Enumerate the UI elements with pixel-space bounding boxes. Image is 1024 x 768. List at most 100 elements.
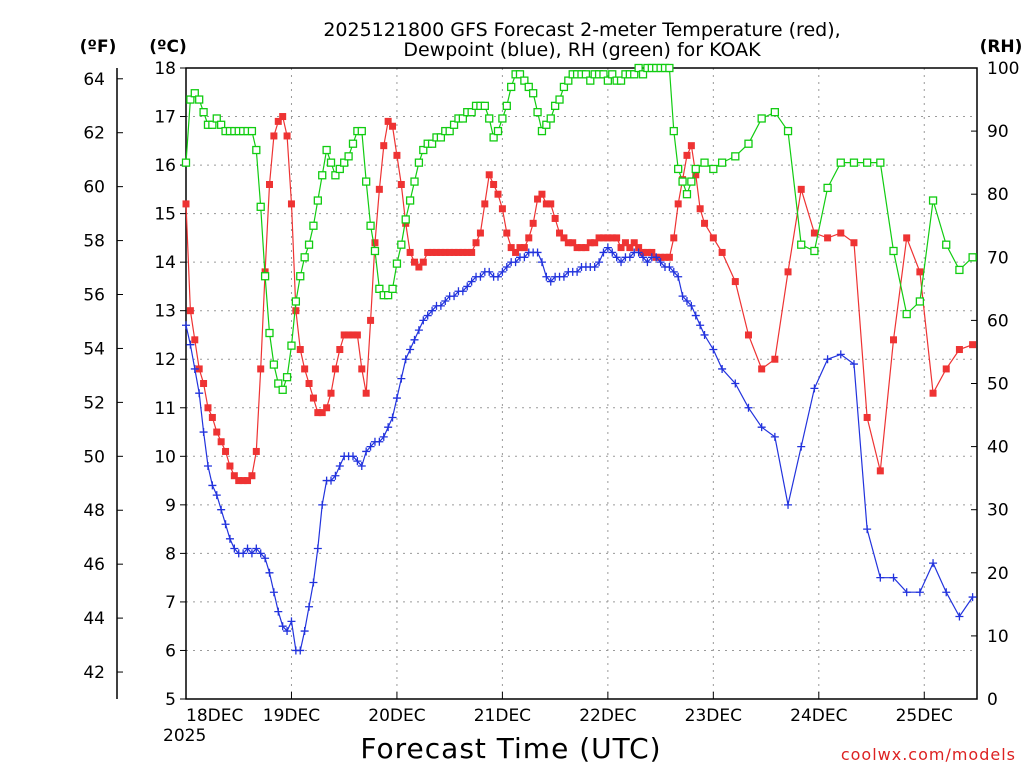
dewpoint-point xyxy=(331,471,340,480)
dewpoint-point xyxy=(678,292,687,301)
relative-humidity-point xyxy=(700,158,709,167)
dewpoint-point xyxy=(212,491,221,500)
relative-humidity-point xyxy=(467,108,476,117)
temperature-point xyxy=(454,248,462,256)
dewpoint-point xyxy=(929,559,938,568)
temperature-point xyxy=(331,365,339,373)
dewpoint-point xyxy=(797,442,806,451)
rh-tick-label: 60 xyxy=(987,311,1009,331)
celsius-tick-label: 12 xyxy=(154,350,176,370)
temperature-point xyxy=(744,331,752,339)
series-layer xyxy=(181,63,977,655)
x-tick-label: 21DEC xyxy=(474,706,531,726)
rh-tick-label: 90 xyxy=(987,122,1009,142)
relative-humidity-point xyxy=(181,158,191,167)
x-tick-label: 24DEC xyxy=(790,706,847,726)
temperature-point xyxy=(626,244,634,252)
temperature-point xyxy=(648,248,656,256)
dewpoint-point xyxy=(348,452,357,461)
dewpoint-point xyxy=(757,423,766,432)
relative-humidity-point xyxy=(405,196,415,205)
dewpoint-point xyxy=(863,525,872,534)
temperature-point xyxy=(283,132,291,140)
celsius-tick-label: 16 xyxy=(154,156,176,176)
x-tick-sublabel: 2025 xyxy=(163,726,206,746)
fahrenheit-tick-label: 64 xyxy=(83,70,105,90)
dewpoint-point xyxy=(915,588,924,597)
temperature-point xyxy=(621,239,629,247)
relative-humidity-point xyxy=(810,246,819,256)
celsius-tick-label: 10 xyxy=(154,447,176,467)
fahrenheit-tick-label: 54 xyxy=(83,339,105,359)
relative-humidity-point xyxy=(955,265,964,275)
temperature-point xyxy=(674,200,682,208)
x-tick-label: 19DEC xyxy=(263,706,320,726)
dewpoint-point xyxy=(256,549,265,558)
temperature-point xyxy=(318,409,326,417)
temperature-point xyxy=(406,248,414,256)
dewpoint-point xyxy=(190,364,199,373)
relative-humidity-point xyxy=(186,95,195,104)
temperature-point xyxy=(459,248,467,256)
relative-humidity-point xyxy=(357,126,366,136)
credit-text: coolwx.com/models xyxy=(841,745,1016,764)
fahrenheit-tick-label: 42 xyxy=(83,663,105,683)
dewpoint-point xyxy=(709,345,718,354)
temperature-point xyxy=(569,239,577,247)
temperature-point xyxy=(419,258,427,266)
dewpoint-point xyxy=(366,442,375,451)
relative-humidity-point xyxy=(674,164,683,174)
rh-tick-label: 20 xyxy=(987,564,1009,584)
relative-humidity-point xyxy=(529,89,538,98)
relative-humidity-point xyxy=(269,360,279,369)
dewpoint-point xyxy=(836,350,845,359)
temperature-point xyxy=(182,200,190,208)
dewpoint-point xyxy=(274,607,283,616)
celsius-tick-label: 15 xyxy=(154,205,176,225)
temperature-point xyxy=(608,234,616,242)
dewpoint-point xyxy=(533,248,542,257)
dewpoint-line xyxy=(185,246,974,652)
temperature-point xyxy=(916,268,924,276)
dewpoint-point xyxy=(283,627,292,636)
relative-humidity-point xyxy=(731,152,740,161)
celsius-tick-label: 8 xyxy=(165,544,176,564)
temperature-point xyxy=(890,336,898,344)
dewpoint-point xyxy=(392,394,401,403)
temperature-point xyxy=(358,365,366,373)
temperature-point xyxy=(538,190,546,198)
temperature-point xyxy=(389,122,397,130)
relative-humidity-point xyxy=(524,82,533,92)
temperature-point xyxy=(512,248,520,256)
relative-humidity-point xyxy=(199,108,208,117)
relative-humidity-point xyxy=(849,158,859,167)
relative-humidity-point xyxy=(392,259,402,268)
relative-humidity-point xyxy=(836,158,845,167)
temperature-point xyxy=(731,278,739,286)
temperature-point xyxy=(476,229,484,237)
dewpoint-point xyxy=(428,306,437,315)
temperature-point xyxy=(292,307,300,315)
dewpoint-point xyxy=(423,311,432,320)
dewpoint-point xyxy=(542,272,551,281)
dewpoint-point xyxy=(511,258,520,267)
relative-humidity-point xyxy=(458,114,468,123)
temperature-point xyxy=(709,234,717,242)
relative-humidity-point xyxy=(507,82,516,92)
dewpoint-point xyxy=(362,447,371,456)
celsius-tick-label: 7 xyxy=(165,593,176,613)
relative-humidity-point xyxy=(550,101,560,111)
temperature-point xyxy=(692,171,700,179)
temperature-point xyxy=(670,234,678,242)
temperature-point xyxy=(599,234,607,242)
dewpoint-point xyxy=(770,432,779,441)
temperature-point xyxy=(758,365,766,373)
dewpoint-point xyxy=(876,573,885,582)
dewpoint-point xyxy=(247,549,256,558)
fahrenheit-unit-label: (ºF) xyxy=(80,37,117,57)
dewpoint-point xyxy=(463,282,472,291)
relative-humidity-point xyxy=(682,190,692,199)
temperature-point xyxy=(367,316,375,324)
relative-humidity-point xyxy=(344,152,353,161)
dewpoint-point xyxy=(225,534,234,543)
